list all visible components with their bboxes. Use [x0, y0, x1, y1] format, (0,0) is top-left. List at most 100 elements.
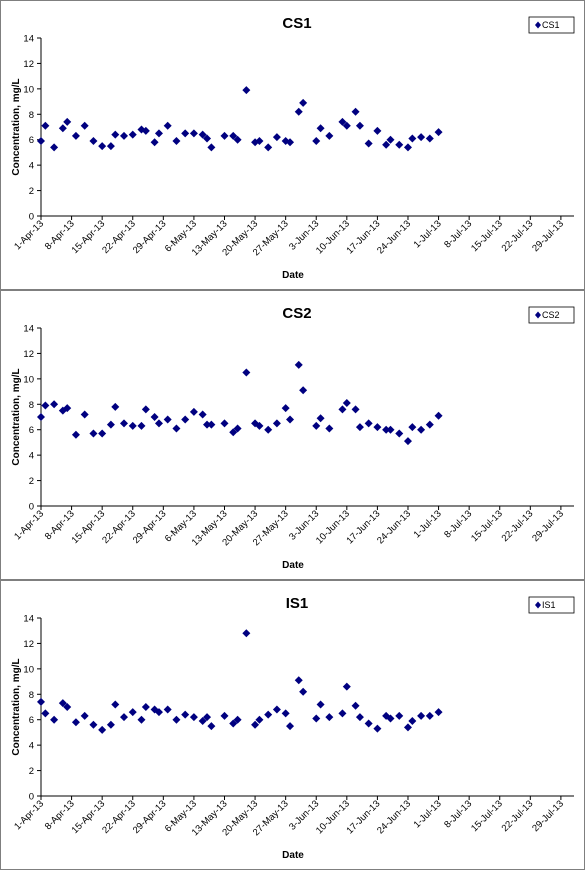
- data-point: [189, 713, 198, 722]
- y-tick-label: 8: [29, 110, 34, 121]
- chart-title: CS1: [282, 15, 311, 32]
- data-point: [128, 708, 137, 717]
- data-point: [89, 136, 98, 145]
- data-point: [425, 420, 434, 429]
- data-point: [37, 697, 45, 706]
- y-axis-label: Concentration, mg/L: [11, 658, 22, 755]
- data-point: [229, 719, 238, 728]
- data-point: [189, 129, 198, 138]
- data-point: [364, 719, 373, 728]
- x-tick-label: 1-Apr-13: [12, 508, 46, 542]
- legend-marker: [535, 311, 541, 319]
- data-point: [89, 720, 98, 729]
- data-point: [272, 705, 281, 714]
- data-point: [220, 131, 229, 140]
- chart-svg: CS1024681012141-Apr-138-Apr-1315-Apr-132…: [11, 15, 575, 281]
- y-tick-label: 0: [29, 502, 34, 513]
- data-point: [281, 404, 290, 413]
- data-point: [294, 107, 303, 116]
- chart-panel-cs1: CS1 0 2 4 6 8 10 12 14 1-Apr-13 8-Apr-13 15-Apr-13 2…: [0, 0, 585, 290]
- data-point: [181, 710, 190, 719]
- data-point: [395, 140, 404, 149]
- y-tick-label: 10: [23, 664, 34, 675]
- y-tick-label: 6: [29, 135, 34, 146]
- data-point: [163, 705, 172, 714]
- chart-svg: IS1024681012141-Apr-138-Apr-1315-Apr-132…: [11, 595, 575, 861]
- data-point: [63, 117, 72, 126]
- data-point: [233, 715, 242, 724]
- data-point: [71, 430, 80, 439]
- data-point: [207, 420, 216, 429]
- x-tick-label: 1-Apr-13: [12, 798, 46, 832]
- data-point: [150, 138, 159, 147]
- data-point: [417, 711, 426, 720]
- data-point: [355, 423, 364, 432]
- data-point: [299, 386, 308, 395]
- x-tick-label: 24-Jun-13: [375, 798, 413, 836]
- data-point: [98, 142, 107, 151]
- data-point: [207, 143, 216, 152]
- x-tick-label: 1-Jul-13: [412, 798, 444, 830]
- data-point: [255, 715, 264, 724]
- data-point: [395, 711, 404, 720]
- data-point: [386, 135, 395, 144]
- data-point: [111, 402, 120, 411]
- data-point: [294, 676, 303, 685]
- data-point: [286, 722, 295, 731]
- data-point: [198, 716, 207, 725]
- data-point: [58, 699, 67, 708]
- data-point: [373, 423, 382, 432]
- chart-panel-cs2: CS2 0 2 4 6 8 10 12 14 1-Apr-13 8-Apr-13 15-Apr-13 2…: [0, 290, 585, 580]
- data-point: [242, 86, 251, 95]
- data-point: [338, 405, 347, 414]
- legend: CS2: [528, 306, 575, 324]
- data-point: [325, 713, 334, 722]
- data-point: [181, 129, 190, 138]
- y-tick-label: 6: [29, 715, 34, 726]
- data-point: [312, 714, 321, 723]
- data-point: [58, 124, 67, 133]
- legend-marker: [535, 601, 541, 609]
- y-tick-label: 4: [29, 451, 34, 462]
- data-point: [299, 687, 308, 696]
- data-point: [128, 421, 137, 430]
- y-tick-label: 14: [23, 324, 34, 335]
- data-point: [111, 700, 120, 709]
- y-axis-label: Concentration, mg/L: [11, 78, 22, 175]
- data-point: [120, 131, 129, 140]
- x-tick-label: 1-Jul-13: [412, 508, 444, 540]
- y-tick-label: 6: [29, 425, 34, 436]
- y-tick-label: 12: [23, 639, 34, 650]
- x-tick-label: 1-Apr-13: [12, 218, 46, 252]
- data-point: [141, 703, 150, 711]
- data-point: [417, 133, 426, 142]
- data-point: [181, 415, 190, 424]
- x-axis-label: Date: [282, 270, 304, 281]
- legend: IS1: [528, 596, 575, 614]
- data-point: [207, 722, 216, 731]
- data-point: [316, 700, 325, 709]
- data-point: [111, 130, 120, 139]
- data-point: [141, 126, 150, 135]
- data-point: [342, 121, 351, 130]
- data-point: [120, 713, 129, 722]
- data-point: [71, 718, 80, 727]
- legend-box: [528, 306, 575, 324]
- x-tick-label: 22-Jul-13: [500, 218, 536, 254]
- data-point: [425, 134, 434, 143]
- data-point: [120, 419, 129, 428]
- legend-box: [528, 16, 575, 34]
- x-axis-label: Date: [282, 850, 304, 861]
- data-point: [403, 723, 412, 732]
- data-point: [255, 136, 264, 145]
- x-tick-label: 24-Jun-13: [375, 508, 413, 546]
- x-tick-label: 29-Jul-13: [530, 508, 566, 544]
- y-tick-label: 0: [29, 792, 34, 803]
- data-point: [98, 429, 107, 438]
- y-tick-label: 8: [29, 690, 34, 701]
- data-point: [203, 420, 212, 429]
- data-point: [172, 136, 181, 145]
- data-point: [163, 121, 172, 130]
- data-point: [203, 134, 212, 143]
- data-point: [89, 429, 98, 438]
